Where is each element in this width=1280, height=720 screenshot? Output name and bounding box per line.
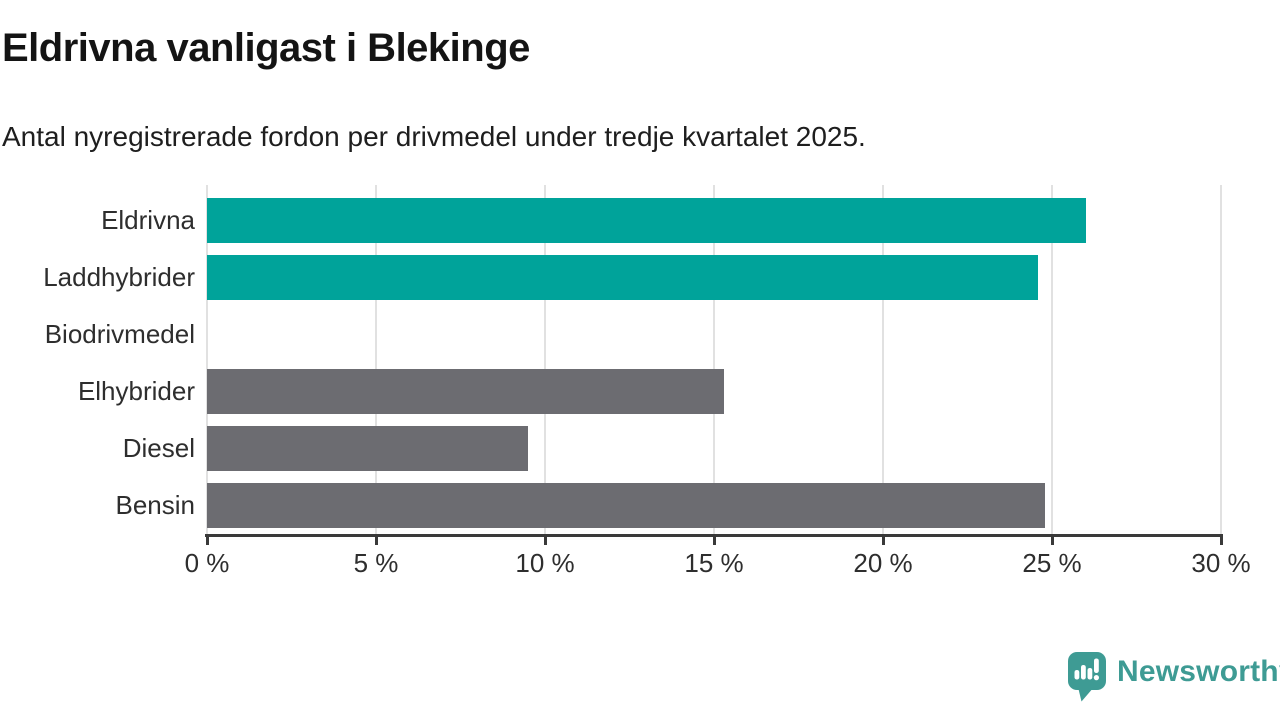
newsworthy-wordmark: Newsworthy — [1117, 654, 1280, 688]
axis-tick-0 — [205, 536, 209, 545]
bar-diesel — [207, 426, 529, 471]
newsworthy-icon — [1068, 652, 1106, 702]
axis-tick-15 — [712, 536, 716, 545]
gridline-10 — [544, 185, 546, 535]
gridline-15 — [713, 185, 715, 535]
axis-tick-30 — [1219, 536, 1223, 545]
tick-label-10: 10 % — [515, 548, 575, 578]
axis-tick-25 — [1050, 536, 1054, 545]
bar-eldrivna — [207, 198, 1086, 243]
category-label-diesel: Diesel — [122, 433, 195, 463]
gridline-5 — [375, 185, 377, 535]
tick-label-20: 20 % — [853, 548, 913, 578]
chart-subtitle: Antal nyregistrerade fordon per drivmede… — [2, 121, 866, 152]
plot-area — [206, 185, 1222, 535]
axis-tick-20 — [881, 536, 885, 545]
gridline-20 — [882, 185, 884, 535]
category-label-eldrivna: Eldrivna — [101, 205, 195, 235]
x-axis-line — [205, 534, 1223, 537]
category-label-biodrivmedel: Biodrivmedel — [44, 319, 195, 349]
tick-label-15: 15 % — [684, 548, 744, 578]
gridline-0 — [206, 185, 208, 535]
chart-title: Eldrivna vanligast i Blekinge — [2, 26, 530, 70]
tick-label-25: 25 % — [1022, 548, 1082, 578]
tick-label-5: 5 % — [353, 548, 399, 578]
gridline-30 — [1220, 185, 1222, 535]
category-label-laddhybrider: Laddhybrider — [43, 262, 195, 292]
bar-elhybrider — [207, 369, 725, 414]
category-label-elhybrider: Elhybrider — [77, 376, 195, 406]
axis-tick-5 — [374, 536, 378, 545]
axis-tick-10 — [543, 536, 547, 545]
gridline-25 — [1051, 185, 1053, 535]
tick-label-30: 30 % — [1191, 548, 1251, 578]
bar-bensin — [207, 483, 1046, 528]
newsworthy-logo: Newsworthy — [1068, 652, 1280, 703]
bar-laddhybrider — [207, 255, 1039, 300]
category-label-bensin: Bensin — [115, 490, 196, 520]
tick-label-0: 0 % — [184, 548, 230, 578]
